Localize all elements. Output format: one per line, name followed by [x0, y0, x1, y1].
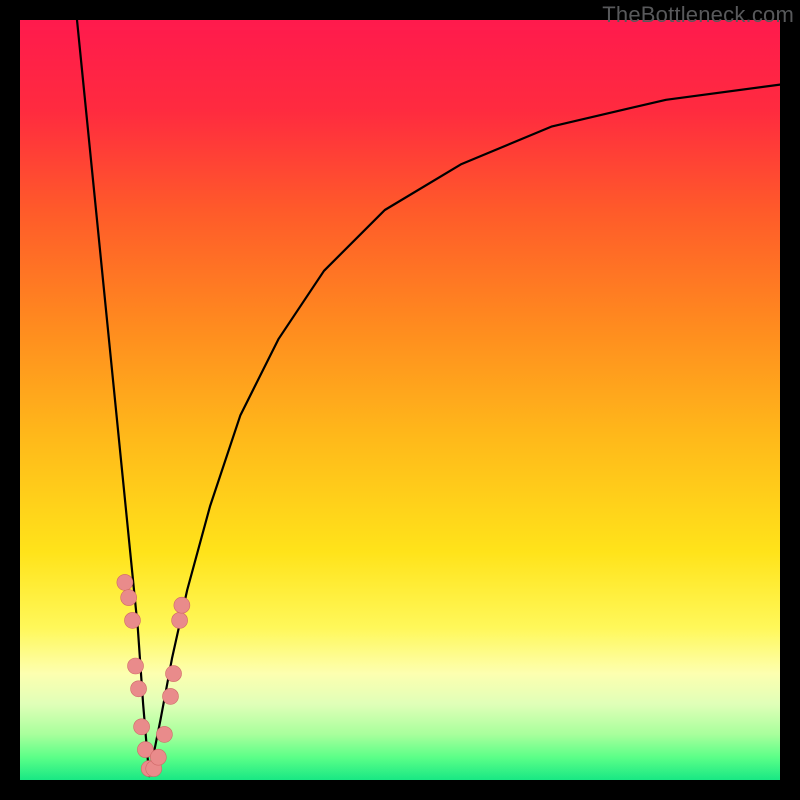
data-marker	[172, 612, 188, 628]
data-marker	[150, 749, 166, 765]
data-marker	[117, 574, 133, 590]
data-marker	[124, 612, 140, 628]
data-marker	[121, 590, 137, 606]
plot-svg	[20, 20, 780, 780]
data-marker	[166, 666, 182, 682]
data-marker	[128, 658, 144, 674]
data-marker	[156, 726, 172, 742]
data-marker	[131, 681, 147, 697]
chart-frame: TheBottleneck.com	[0, 0, 800, 800]
data-marker	[174, 597, 190, 613]
data-marker	[162, 688, 178, 704]
watermark-text: TheBottleneck.com	[602, 2, 794, 28]
plot-area	[20, 20, 780, 780]
data-marker	[134, 719, 150, 735]
